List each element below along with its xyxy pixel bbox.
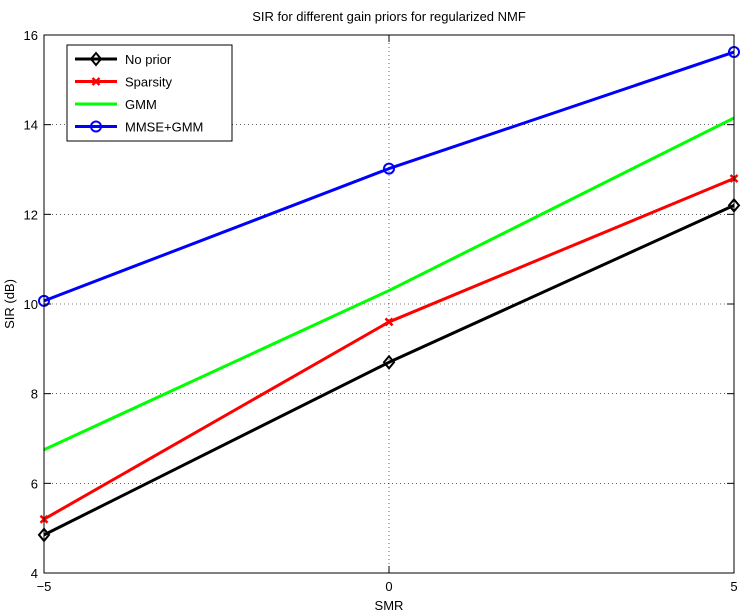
series-layer xyxy=(37,46,741,543)
legend-marker xyxy=(90,120,102,133)
y-tick-label: 10 xyxy=(24,297,38,312)
x-tick-label: −5 xyxy=(37,579,52,594)
legend-entry: MMSE+GMM xyxy=(75,120,203,135)
legend-label: MMSE+GMM xyxy=(125,120,203,135)
x-tick-label: 0 xyxy=(385,579,392,594)
y-tick-label: 6 xyxy=(31,476,38,491)
series-line xyxy=(43,50,735,303)
series-line xyxy=(43,204,735,537)
y-tick-label: 8 xyxy=(31,387,38,402)
legend-entry: Sparsity xyxy=(75,75,172,90)
series-line xyxy=(43,177,735,521)
legend-label: GMM xyxy=(125,97,157,112)
ticks: 4 6 8 10 12 14 16 −5 0 5 xyxy=(24,28,738,594)
y-tick-label: 16 xyxy=(24,28,38,43)
data-point xyxy=(383,162,395,175)
grid xyxy=(44,35,734,573)
legend-entry: GMM xyxy=(75,97,157,112)
series-gmm xyxy=(43,116,735,452)
series-line xyxy=(43,116,735,452)
legend-marker xyxy=(89,51,103,67)
data-point xyxy=(384,317,394,327)
series-no-prior xyxy=(37,197,741,543)
legend-marker xyxy=(91,77,101,86)
legend-entry: No prior xyxy=(75,51,172,67)
y-tick-label: 14 xyxy=(24,118,38,133)
legend: No prior Sparsity GMM MMSE+GMM xyxy=(66,44,233,142)
x-tick-label: 5 xyxy=(730,579,737,594)
y-tick-label: 4 xyxy=(31,566,38,581)
data-point xyxy=(382,354,396,370)
legend-label: Sparsity xyxy=(125,75,172,90)
x-axis-title: SMR xyxy=(375,598,404,613)
y-tick-label: 12 xyxy=(24,207,38,222)
legend-label: No prior xyxy=(125,52,172,67)
y-axis-title: SIR (dB) xyxy=(2,279,17,329)
chart-title: SIR for different gain priors for regula… xyxy=(252,9,526,24)
